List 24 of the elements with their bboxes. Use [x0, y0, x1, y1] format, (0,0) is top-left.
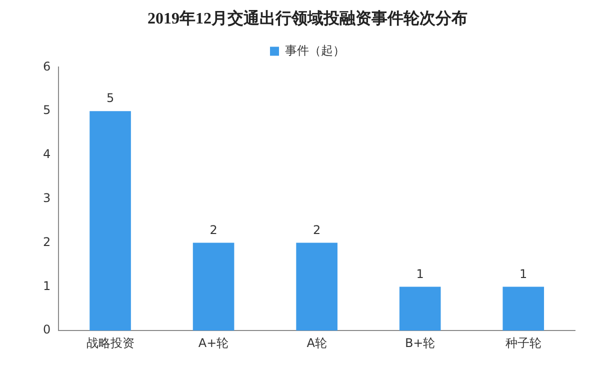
- y-tick-label: 0: [42, 322, 51, 337]
- x-tick-label: B+轮: [404, 336, 436, 350]
- legend-label: 事件（起）: [285, 43, 345, 58]
- x-tick-label: 战略投资: [86, 336, 134, 350]
- data-label: 5: [106, 91, 114, 106]
- y-tick-label: 4: [42, 147, 51, 162]
- chart-title: 2019年12月交通出行领域投融资事件轮次分布: [148, 8, 468, 28]
- y-tick-label: 5: [42, 103, 51, 118]
- y-tick-label: 2: [42, 234, 51, 249]
- y-tick-label: 1: [42, 278, 51, 293]
- bar: [90, 111, 131, 331]
- bar: [502, 286, 544, 331]
- x-tick-label: 种子轮: [505, 336, 542, 350]
- bar: [192, 242, 234, 331]
- bar: [296, 242, 338, 331]
- data-label: 1: [416, 266, 424, 281]
- data-label: 2: [312, 222, 321, 237]
- data-label: 1: [520, 266, 528, 281]
- bar: [399, 286, 441, 331]
- y-tick-label: 6: [42, 59, 51, 74]
- x-tick-label: A轮: [306, 336, 327, 350]
- data-label: 2: [210, 222, 218, 237]
- x-tick-label: A+轮: [198, 336, 229, 350]
- y-tick-label: 3: [42, 191, 51, 206]
